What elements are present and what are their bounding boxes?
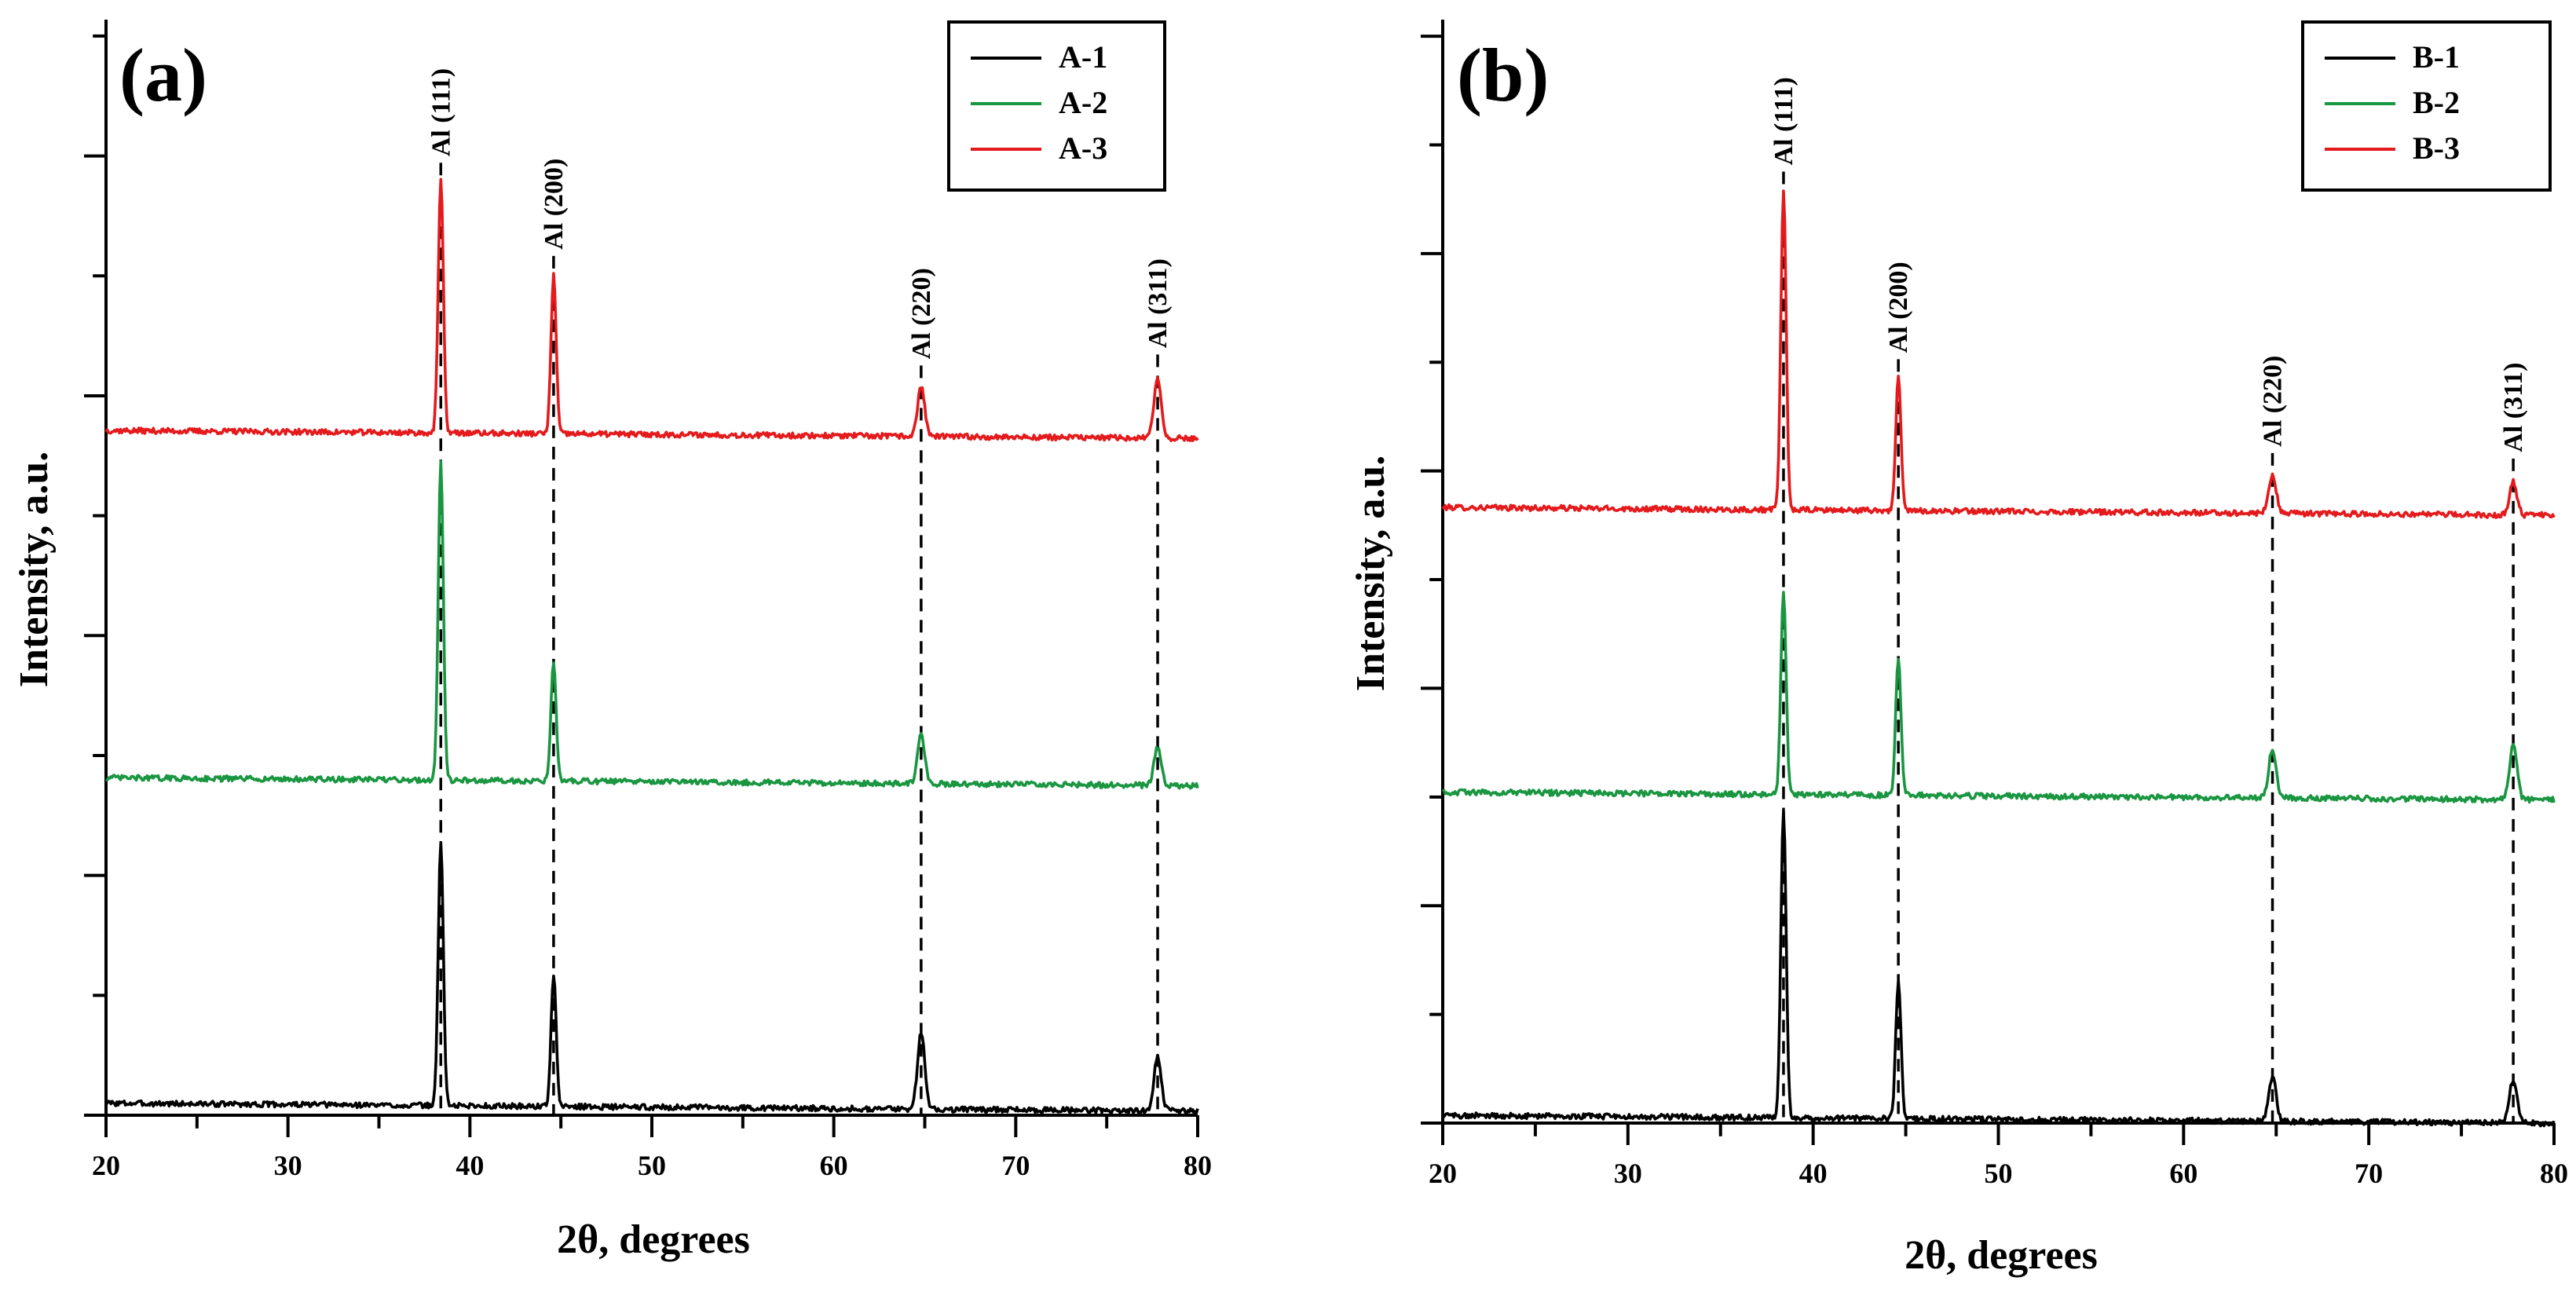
x-axis-title: 2θ, degrees: [1905, 1233, 2098, 1278]
legend-box: [947, 20, 1166, 192]
x-tick-label: 80: [1184, 1150, 1212, 1181]
series-line-a-1: [104, 840, 1199, 1115]
series-line-b-3: [1441, 189, 2556, 519]
legend-label: A-3: [1059, 130, 1107, 166]
legend-box: [2301, 20, 2552, 192]
series-line-a-2: [104, 459, 1199, 790]
legend-label: B-2: [2413, 85, 2460, 120]
legend-label: A-2: [1059, 85, 1107, 120]
peak-label: Al (311): [1143, 258, 1173, 348]
series-line-b-2: [1441, 591, 2556, 804]
x-tick-label: 30: [1614, 1158, 1642, 1189]
peak-label: Al (220): [907, 268, 936, 359]
peak-label: Al (111): [1769, 77, 1798, 165]
peak-label: Al (200): [1884, 262, 1913, 353]
x-tick-label: 30: [274, 1150, 302, 1181]
peak-label: Al (220): [2259, 356, 2288, 447]
y-axis-title: Intensity, a.u.: [1348, 456, 1393, 692]
series-line-a-3: [104, 177, 1199, 442]
legend-label: B-1: [2413, 39, 2460, 75]
x-tick-label: 20: [1429, 1158, 1457, 1189]
panel-b: 20 30 40 50 60 70 80 Al (111) Al (200) Al (220) Al…: [1348, 20, 2568, 1278]
x-tick-label: 60: [2169, 1158, 2197, 1189]
peak-label: Al (200): [540, 159, 569, 250]
legend: B-1 B-2 B-3: [2301, 20, 2552, 192]
x-tick-label: 70: [1001, 1150, 1030, 1181]
x-tick-label: 80: [2540, 1158, 2568, 1189]
panel-label: (a): [119, 33, 207, 117]
x-tick-label: 50: [638, 1150, 666, 1181]
x-tick-label: 50: [1985, 1158, 2013, 1189]
x-axis-title: 2θ, degrees: [557, 1217, 750, 1262]
panel-label: (b): [1457, 33, 1549, 117]
x-tick-label: 60: [820, 1150, 848, 1181]
series-line-b-1: [1441, 810, 2556, 1128]
legend-label: B-3: [2413, 130, 2460, 166]
peak-label: Al (111): [426, 68, 456, 156]
x-tick-label: 70: [2355, 1158, 2383, 1189]
y-axis-title: Intensity, a.u.: [12, 452, 57, 688]
panel-a: 20 30 40 50 60 70 80 Al (111) Al (200) Al (220) Al…: [12, 20, 1212, 1262]
legend-label: A-1: [1059, 39, 1107, 75]
peak-label: Al (311): [2499, 363, 2528, 452]
x-tick-label: 40: [456, 1150, 484, 1181]
legend: A-1 A-2 A-3: [947, 20, 1166, 192]
x-tick-label: 40: [1799, 1158, 1828, 1189]
x-tick-label: 20: [92, 1150, 120, 1181]
